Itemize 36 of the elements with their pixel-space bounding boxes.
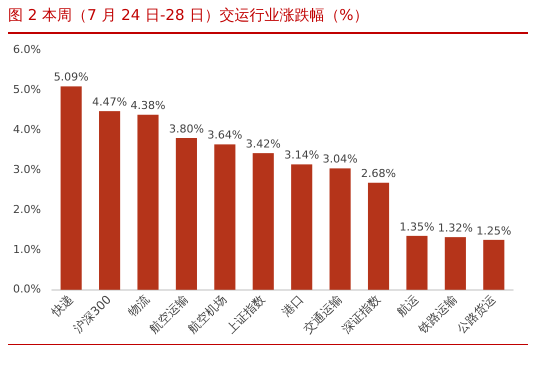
x-tick-label: 物流 — [125, 292, 152, 320]
bar — [176, 138, 197, 290]
y-tick-label: 5.0% — [12, 82, 41, 96]
data-label: 3.04% — [322, 152, 358, 166]
x-tick-label: 快递 — [48, 292, 76, 320]
data-label: 4.38% — [130, 99, 166, 112]
data-label: 1.35% — [399, 220, 434, 234]
x-tick-label: 港口 — [279, 292, 306, 320]
data-label: 4.47% — [92, 96, 128, 109]
data-label: 3.42% — [246, 138, 281, 151]
data-label: 1.32% — [438, 221, 473, 234]
data-label: 3.64% — [207, 128, 242, 142]
bar — [483, 240, 504, 290]
bar — [406, 236, 428, 290]
y-tick-label: 1.0% — [12, 242, 41, 256]
bar — [368, 182, 390, 290]
x-tick-label: 航运 — [394, 292, 422, 320]
bar — [444, 237, 466, 290]
bar — [330, 168, 351, 290]
data-label: 3.14% — [284, 148, 320, 162]
y-tick-label: 2.0% — [12, 202, 41, 216]
bar — [137, 114, 159, 290]
data-label: 5.09% — [54, 70, 89, 84]
y-tick-label: 3.0% — [12, 162, 41, 176]
bar — [252, 153, 274, 290]
data-label: 3.80% — [168, 122, 204, 136]
data-label: 2.68% — [361, 167, 396, 180]
chart-title: 图 2 本周（7 月 24 日-28 日）交运行业涨跌幅（%） — [8, 6, 369, 25]
bar — [291, 164, 312, 290]
y-tick-label: 0.0% — [12, 282, 41, 296]
bar — [99, 111, 120, 290]
bar — [60, 86, 82, 290]
y-tick-label: 6.0% — [12, 42, 41, 56]
y-tick-label: 4.0% — [12, 122, 41, 136]
data-label: 1.25% — [476, 224, 512, 238]
bar — [214, 144, 236, 290]
